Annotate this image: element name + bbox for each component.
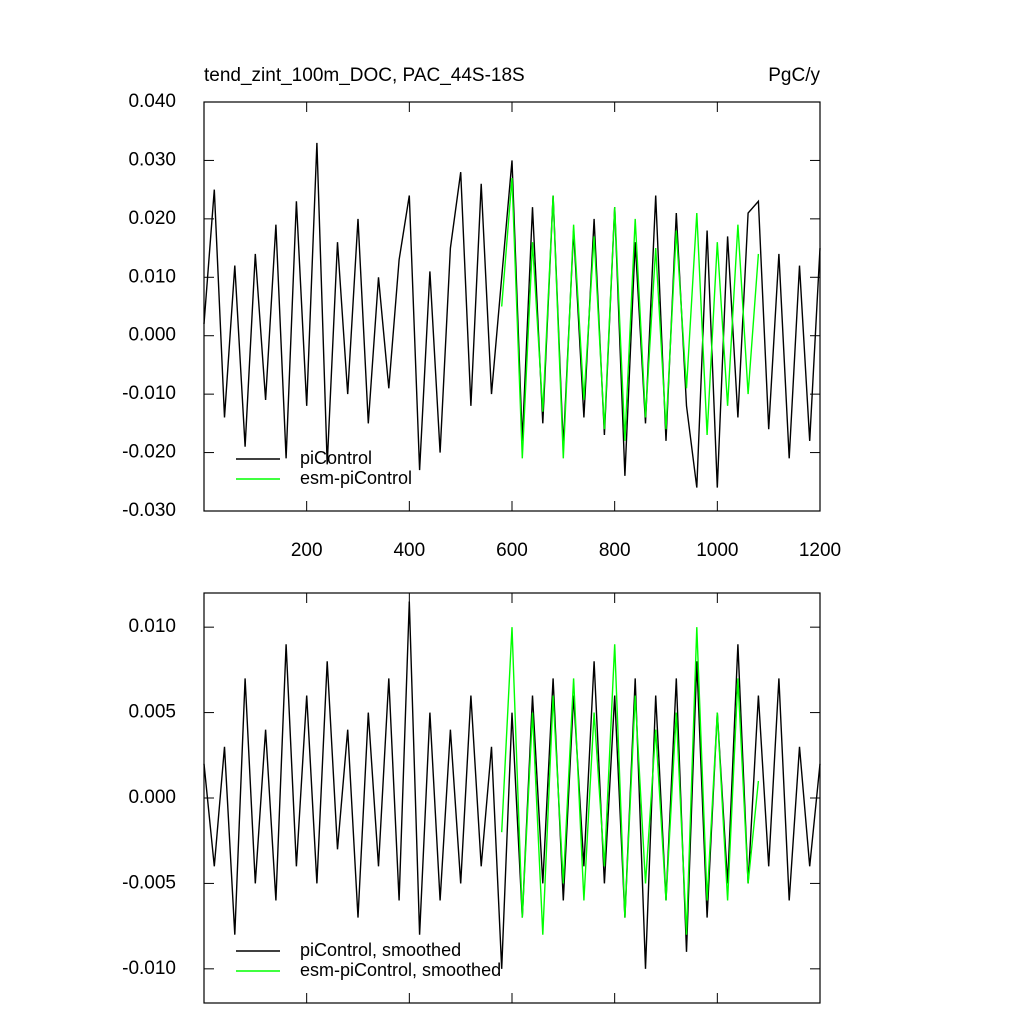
series-line — [501, 177, 760, 459]
y-tick-label: -0.010 — [122, 958, 176, 979]
chart-panel: -0.010 -0.005 0.000 0.005 0.010 piControl, sm… — [122, 592, 821, 1004]
y-tick-label: 0.040 — [128, 91, 176, 112]
y-tick-label: -0.020 — [122, 442, 176, 463]
y-tick-label: -0.030 — [122, 500, 176, 521]
legend-label: piControl — [300, 448, 372, 468]
series-line — [501, 627, 760, 935]
x-tick-label: 800 — [599, 540, 631, 561]
x-tick-label: 1000 — [696, 540, 738, 561]
series-line — [203, 142, 821, 488]
y-tick-label: 0.010 — [128, 266, 176, 287]
y-tick-label: 0.010 — [128, 616, 176, 637]
series-line — [203, 601, 821, 969]
x-tick-label: 600 — [496, 540, 528, 561]
chart-panel: tend_zint_100m_DOC, PAC_44S-18S PgC/y -0.0… — [122, 65, 841, 561]
legend-label: piControl, smoothed — [300, 940, 461, 960]
x-tick-label: 400 — [393, 540, 425, 561]
units-label: PgC/y — [768, 65, 820, 86]
y-tick-label: 0.005 — [128, 702, 176, 723]
plot-frame — [203, 592, 821, 1004]
y-tick-label: -0.005 — [122, 872, 176, 893]
legend-label: esm-piControl, smoothed — [300, 960, 501, 980]
y-tick-label: 0.030 — [128, 149, 176, 170]
x-tick-label: 200 — [291, 540, 323, 561]
x-tick-label: 1200 — [799, 540, 841, 561]
y-tick-label: 0.000 — [128, 787, 176, 808]
chart-title: tend_zint_100m_DOC, PAC_44S-18S — [204, 65, 525, 86]
y-tick-label: -0.010 — [122, 383, 176, 404]
y-tick-label: 0.020 — [128, 208, 176, 229]
y-tick-label: 0.000 — [128, 325, 176, 346]
legend-label: esm-piControl — [300, 468, 412, 488]
